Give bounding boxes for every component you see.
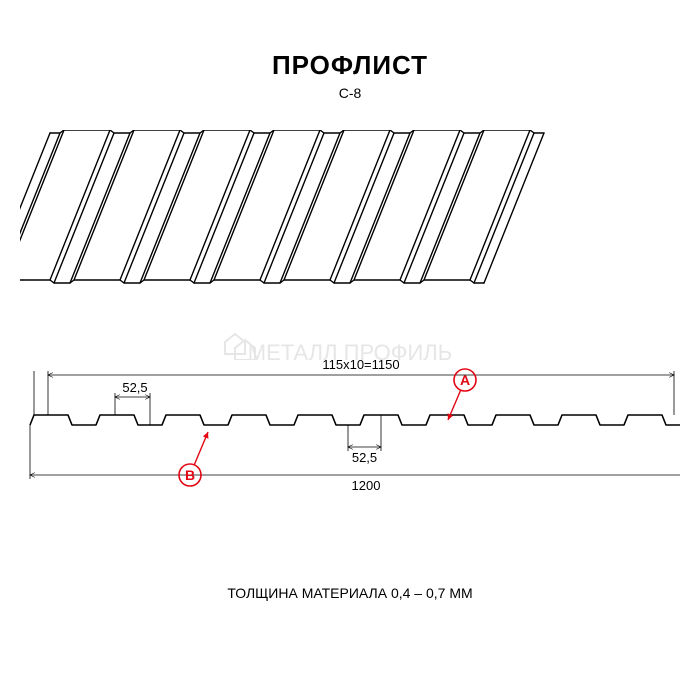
dim-half-pitch-bottom: 52,5 [352, 450, 377, 465]
cross-section-drawing: 115x10=115052,552,512008 AB [20, 340, 680, 520]
isometric-drawing [20, 130, 680, 310]
svg-text:B: B [185, 467, 195, 483]
callout-a: A [448, 369, 476, 420]
material-thickness-note: ТОЛЩИНА МАТЕРИАЛА 0,4 – 0,7 ММ [0, 585, 700, 601]
page-title: ПРОФЛИСТ [0, 50, 700, 81]
dim-total-width: 1200 [352, 478, 381, 493]
callout-b: B [179, 432, 208, 486]
dim-effective-width: 115x10=1150 [322, 357, 399, 372]
svg-text:A: A [460, 372, 470, 388]
model-code: С-8 [0, 85, 700, 101]
dim-half-pitch-top: 52,5 [122, 380, 147, 395]
